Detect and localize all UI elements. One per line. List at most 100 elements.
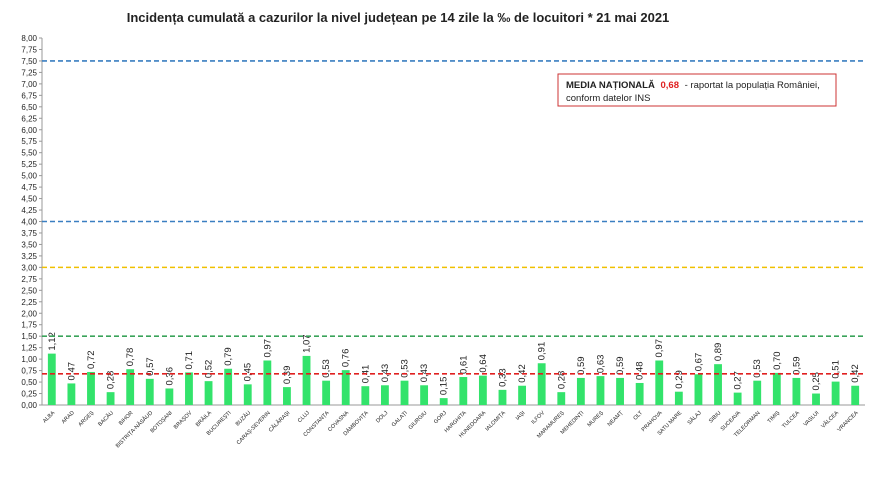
bar [283, 387, 291, 405]
bar [224, 368, 233, 405]
y-tick-label: 1,50 [21, 332, 37, 341]
y-tick-label: 3,50 [21, 240, 37, 249]
value-label: 0,53 [400, 359, 411, 378]
y-tick-label: 4,25 [21, 206, 37, 215]
bar [341, 370, 350, 405]
value-label: 0,52 [204, 360, 215, 379]
value-label: 0,29 [674, 370, 685, 389]
y-tick-label: 3,75 [21, 229, 37, 238]
x-tick-label: ALBA [42, 410, 56, 424]
bar [263, 360, 272, 405]
value-label: 0,76 [341, 349, 352, 368]
annotation-box [557, 73, 837, 107]
value-label: 0,28 [556, 371, 567, 390]
x-tick-label: GIURGIU [408, 410, 429, 431]
bar [655, 360, 664, 405]
y-tick-label: 2,00 [21, 309, 37, 318]
value-label: 0,53 [321, 359, 332, 378]
value-label: 0,36 [164, 367, 175, 386]
x-tick-label: BRAȘOV [173, 410, 194, 431]
y-tick-label: 0,50 [21, 378, 37, 387]
value-label: 1,07 [302, 334, 313, 353]
y-tick-label: 1,75 [21, 321, 37, 330]
value-label: 0,61 [458, 356, 469, 375]
value-label: 1,12 [47, 332, 58, 351]
y-tick-label: 5,50 [21, 149, 37, 158]
bar [439, 398, 448, 405]
y-tick-label: 6,00 [21, 126, 37, 135]
bar [67, 383, 76, 405]
value-label: 0,71 [184, 351, 195, 370]
value-label: 0,48 [635, 361, 646, 380]
bar [812, 393, 820, 405]
y-tick-label: 6,50 [21, 103, 37, 112]
annotation-label: MEDIA NAȚIONALĂ [566, 80, 655, 91]
bar [380, 385, 389, 405]
annotation-text: - raportat la populația României, [685, 80, 820, 91]
bar [498, 389, 507, 405]
y-tick-label: 2,75 [21, 275, 37, 284]
value-label: 0,51 [831, 360, 842, 379]
x-tick-label: BUZĂU [234, 409, 252, 427]
bar [635, 382, 644, 405]
y-tick-label: 7,50 [21, 57, 37, 66]
x-tick-label: GALAȚI [391, 410, 409, 428]
bar [537, 363, 546, 405]
x-tick-label: BISTRIȚA-NĂSĂUD [114, 409, 154, 449]
y-tick-label: 1,00 [21, 355, 37, 364]
x-tick-label: NEAMȚ [607, 410, 625, 428]
x-tick-label: VASLUI [803, 410, 821, 428]
x-tick-label: VÂLCEA [820, 409, 841, 430]
value-label: 0,97 [262, 339, 273, 358]
y-tick-label: 6,25 [21, 114, 37, 123]
x-tick-label: CĂLĂRAȘI [267, 409, 292, 434]
y-tick-label: 7,25 [21, 68, 37, 77]
y-tick-label: 6,75 [21, 91, 37, 100]
bar [185, 372, 193, 405]
y-tick-label: 0,00 [21, 401, 37, 410]
bar [243, 384, 252, 405]
bar [165, 388, 174, 405]
value-label: 0,33 [497, 368, 508, 387]
value-label: 0,59 [576, 356, 587, 375]
value-label: 0,27 [733, 371, 744, 390]
value-label: 0,39 [282, 366, 293, 385]
x-tick-label: IAȘI [515, 410, 527, 422]
x-tick-label: DOLJ [375, 410, 389, 424]
y-tick-label: 4,50 [21, 195, 37, 204]
bar [792, 377, 801, 405]
value-label: 0,79 [223, 347, 234, 366]
value-label: 0,70 [772, 351, 783, 370]
x-tick-label: SĂLAJ [686, 409, 703, 426]
x-tick-label: MUREȘ [587, 410, 606, 429]
bar [106, 392, 115, 405]
y-tick-label: 7,75 [21, 45, 37, 54]
bar [772, 372, 781, 405]
value-label: 0,43 [419, 364, 430, 383]
bar [126, 369, 135, 405]
bar [831, 381, 840, 405]
bar [459, 377, 468, 405]
y-tick-label: 8,00 [21, 34, 37, 43]
bar [400, 380, 409, 405]
value-label: 0,63 [595, 355, 606, 374]
bar [733, 392, 742, 405]
y-tick-label: 2,50 [21, 286, 37, 295]
value-label: 0,43 [380, 364, 391, 383]
bar [714, 364, 722, 405]
value-label: 0,45 [243, 363, 254, 382]
bar [87, 371, 95, 405]
y-tick-label: 5,25 [21, 160, 37, 169]
value-label: 0,25 [811, 372, 822, 391]
x-tick-label: VRANCEA [837, 410, 860, 433]
bar [204, 381, 213, 405]
x-tick-label: OLT [633, 410, 645, 422]
x-tick-label: ARGEȘ [78, 410, 96, 428]
x-tick-label: BRĂILA [194, 409, 213, 428]
bar [694, 374, 703, 405]
y-tick-label: 5,75 [21, 137, 37, 146]
bar [361, 386, 370, 405]
value-label: 0,59 [615, 356, 626, 375]
annotation: MEDIA NAȚIONALĂ 0,68 - raportat la popul… [566, 80, 820, 91]
x-tick-label: CLUJ [297, 410, 311, 424]
